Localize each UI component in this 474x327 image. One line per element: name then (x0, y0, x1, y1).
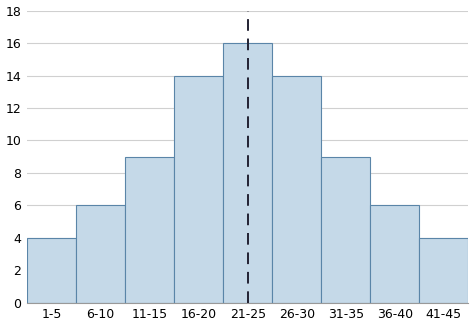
Bar (174, 76, 223, 303)
Bar (27, 238, 76, 303)
Bar (76, 205, 125, 303)
Bar (223, 43, 272, 303)
Bar (125, 157, 174, 303)
Bar (419, 238, 468, 303)
Bar (272, 76, 321, 303)
Bar (321, 157, 370, 303)
Bar (370, 205, 419, 303)
